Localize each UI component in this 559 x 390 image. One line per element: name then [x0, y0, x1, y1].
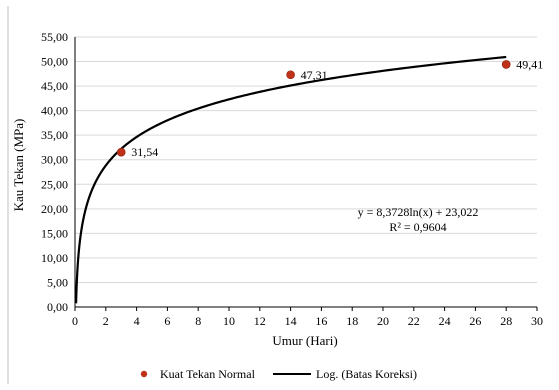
legend-label-log-trendline: Log. (Batas Koreksi) [316, 367, 417, 381]
x-tick-label: 8 [195, 314, 201, 328]
data-point [116, 147, 126, 157]
data-point [286, 70, 295, 80]
x-tick-label: 24 [439, 314, 451, 328]
x-tick-label: 10 [223, 314, 235, 328]
x-tick-label: 18 [346, 314, 358, 328]
x-tick-label: 6 [164, 314, 170, 328]
y-tick-label: 50,00 [41, 55, 68, 69]
y-tick-label: 20,00 [41, 202, 68, 216]
x-tick-label: 30 [531, 314, 543, 328]
y-tick-labels: 0,00 5,00 10,00 15,00 20,00 25,00 30,00 35,00 40… [41, 30, 68, 314]
x-tick-label: 20 [377, 314, 389, 328]
x-tick-label: 26 [469, 314, 481, 328]
y-tick-label: 40,00 [41, 104, 68, 118]
data-points [116, 60, 511, 157]
x-tick-label: 16 [315, 314, 327, 328]
x-tick-label: 22 [408, 314, 420, 328]
x-tick-label: 4 [134, 314, 140, 328]
data-label: 47,31 [301, 68, 328, 82]
y-tick-label: 55,00 [41, 30, 68, 44]
y-tick-label: 0,00 [47, 300, 68, 314]
y-tick-label: 30,00 [41, 153, 68, 167]
y-axis-title: Kau Tekan (MPa) [11, 119, 26, 212]
data-label: 31,54 [131, 145, 158, 159]
trendline-equation: y = 8,3728ln(x) + 23,022 [358, 205, 479, 219]
legend: Kuat Tekan Normal Log. (Batas Koreksi) [140, 367, 417, 381]
y-tick-label: 5,00 [47, 275, 68, 289]
data-labels: 31,54 47,31 49,41 [131, 57, 543, 159]
x-tick-label: 28 [500, 314, 512, 328]
axes [74, 37, 538, 311]
x-tick-label: 0 [72, 314, 78, 328]
legend-marker-kuat-tekan-normal [140, 370, 148, 378]
gridlines [75, 36, 537, 283]
r-squared-value: R² = 0,9604 [389, 220, 446, 234]
y-tick-label: 10,00 [41, 251, 68, 265]
y-tick-label: 45,00 [41, 79, 68, 93]
data-point [501, 60, 511, 69]
x-tick-label: 14 [285, 314, 297, 328]
legend-label-kuat-tekan-normal: Kuat Tekan Normal [160, 367, 256, 381]
log-trendline [74, 55, 507, 304]
x-tick-labels: 0 2 4 6 8 10 12 14 16 18 20 22 24 26 28 30 [72, 314, 543, 328]
x-tick-label: 12 [254, 314, 266, 328]
data-label: 49,41 [516, 57, 543, 71]
x-axis-title: Umur (Hari) [272, 333, 337, 348]
y-tick-label: 35,00 [41, 128, 68, 142]
y-tick-label: 15,00 [41, 226, 68, 240]
y-tick-label: 25,00 [41, 177, 68, 191]
x-tick-label: 2 [103, 314, 109, 328]
